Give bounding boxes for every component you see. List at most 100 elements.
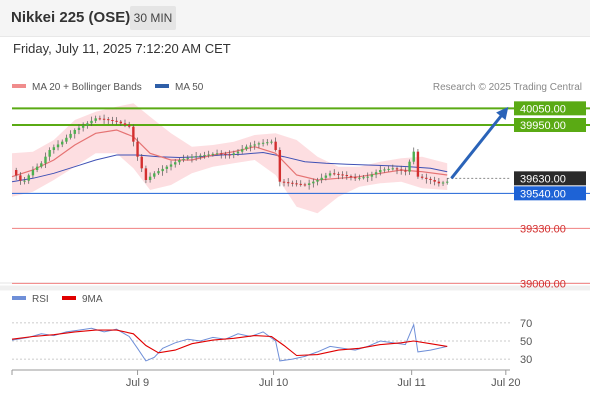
candle-body xyxy=(119,121,123,124)
candle-body xyxy=(383,169,386,171)
candle-body xyxy=(203,155,206,156)
candle-body xyxy=(324,175,328,178)
candle-body xyxy=(65,137,68,142)
candle-body xyxy=(416,151,420,177)
ma20-line xyxy=(11,129,448,181)
forecast-arrow-shaft xyxy=(450,109,507,180)
candle-body xyxy=(261,142,265,144)
candle-body xyxy=(186,157,189,159)
candle-body xyxy=(81,125,85,128)
candle-body xyxy=(362,177,365,179)
forecast-arrow-head xyxy=(496,106,509,120)
candle-body xyxy=(412,151,415,162)
candle-body xyxy=(40,163,43,167)
candle-body xyxy=(169,164,173,167)
candle-body xyxy=(153,173,156,177)
level-label-box-3 xyxy=(514,186,586,201)
candle-body xyxy=(370,174,374,177)
rsi-legend-label: RSI xyxy=(32,294,49,305)
candle-body xyxy=(341,174,344,176)
price-panel: 40050.00 39950.00 39630.00 39540.00 39330.00… xyxy=(11,101,590,290)
x-tick-label-1: Jul 10 xyxy=(259,377,288,389)
candle-body xyxy=(303,184,307,186)
candle-body xyxy=(73,130,76,134)
level-label-box-2 xyxy=(514,171,586,186)
rsi-panel: 70 50 30 xyxy=(11,318,532,366)
ma50-legend-swatch xyxy=(155,84,169,88)
candle-body xyxy=(274,141,277,150)
candle-body xyxy=(236,151,240,154)
candle-body xyxy=(404,170,407,172)
candle-body xyxy=(61,141,64,145)
candle-body xyxy=(220,153,223,155)
rsi-tick-label-30: 30 xyxy=(520,354,532,366)
candle-body xyxy=(320,177,323,180)
rsi-ma-legend-label: 9MA xyxy=(82,294,103,305)
candle-body xyxy=(399,169,403,171)
level-label-3: 39540.00 xyxy=(520,188,566,200)
candle-body xyxy=(136,141,139,157)
x-axis: Jul 9 Jul 10 Jul 11 Jul 20 xyxy=(11,370,520,389)
candle-body xyxy=(337,173,340,175)
candle-body xyxy=(446,181,449,183)
level-label-box-0 xyxy=(514,101,586,116)
candle-body xyxy=(228,154,231,156)
candle-body xyxy=(358,177,361,179)
candle-body xyxy=(127,125,131,127)
candle-body xyxy=(14,170,18,176)
candle-body xyxy=(345,175,348,177)
candle-body xyxy=(349,176,353,178)
candle-body xyxy=(23,180,26,182)
candle-body xyxy=(31,170,35,176)
rsi-tick-label-50: 50 xyxy=(520,336,532,348)
candle-body xyxy=(190,156,194,158)
candle-body xyxy=(144,168,148,180)
candle-body xyxy=(44,156,47,164)
level-label-2: 39630.00 xyxy=(520,173,566,185)
candle-body xyxy=(287,182,290,184)
rsi-tick-label-70: 70 xyxy=(520,318,532,330)
candle-body xyxy=(132,126,135,142)
candle-body xyxy=(90,120,93,124)
candle-body xyxy=(387,168,390,170)
candle-body xyxy=(353,177,357,179)
candle-body xyxy=(19,175,22,181)
candle-body xyxy=(107,119,110,121)
ma20-legend-label: MA 20 + Bollinger Bands xyxy=(32,82,142,93)
ma50-legend-label: MA 50 xyxy=(175,82,204,93)
candle-body xyxy=(328,173,332,176)
candle-body xyxy=(245,146,248,150)
candle-body xyxy=(366,176,369,178)
candle-body xyxy=(408,161,411,172)
level-label-0: 40050.00 xyxy=(520,103,566,115)
level-label-1: 39950.00 xyxy=(520,120,566,132)
x-tick-label-2: Jul 11 xyxy=(397,377,426,389)
candle-body xyxy=(182,158,185,160)
candle-body xyxy=(420,176,424,178)
candle-body xyxy=(253,144,256,146)
candle-body xyxy=(374,172,378,175)
level-label-4: 39330.00 xyxy=(520,223,566,235)
timestamp: Friday, July 11, 2025 7:12:20 AM CET xyxy=(13,41,231,56)
candle-body xyxy=(94,118,97,121)
candle-body xyxy=(215,153,219,155)
candle-body xyxy=(266,142,269,144)
candle-body xyxy=(86,123,89,126)
rsi-legend-swatch xyxy=(12,296,26,300)
candle-body xyxy=(441,182,445,184)
candle-body xyxy=(312,181,315,184)
candle-body xyxy=(211,153,215,155)
candle-body xyxy=(77,127,81,130)
timeframe-button[interactable]: 30 MIN xyxy=(130,6,176,30)
candle-body xyxy=(111,120,114,121)
candle-body xyxy=(35,166,39,170)
candle-body xyxy=(395,168,399,170)
candle-body xyxy=(52,147,56,150)
copyright-text: Research © 2025 Trading Central xyxy=(433,82,582,93)
candle-body xyxy=(257,143,261,145)
rsi-ma9-line xyxy=(11,329,448,357)
candle-body xyxy=(178,160,181,163)
candle-body xyxy=(433,180,436,182)
candle-body xyxy=(437,181,441,184)
